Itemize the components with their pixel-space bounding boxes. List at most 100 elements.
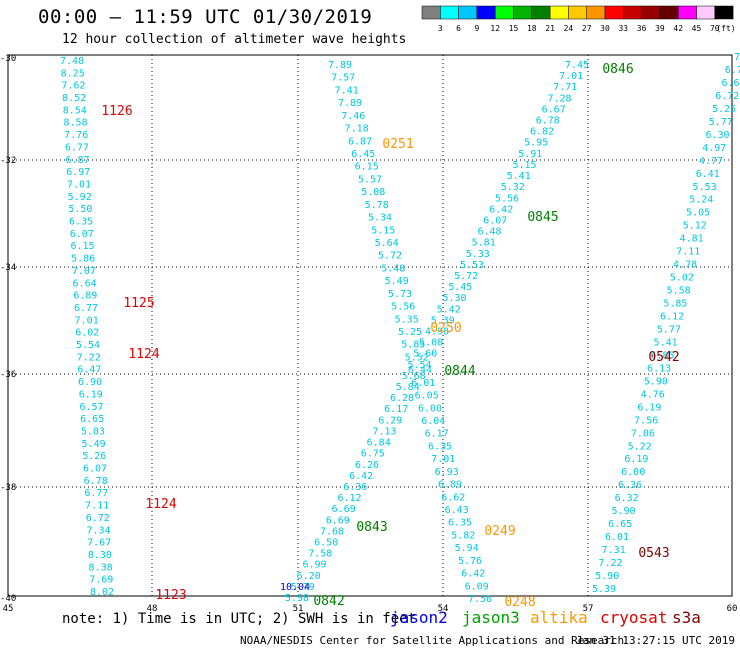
pass-time-label: 1123 bbox=[155, 588, 186, 603]
colorbar-label: 15 bbox=[509, 24, 519, 33]
wave-height-value: 6.35 bbox=[448, 518, 472, 529]
wave-height-value: 5.57 bbox=[358, 174, 382, 185]
wave-height-value: 6.97 bbox=[66, 167, 90, 178]
pass-time-label: 0842 bbox=[313, 594, 344, 609]
wave-height-value: 6.01 bbox=[605, 532, 629, 543]
wave-height-value: 7.01 bbox=[559, 71, 583, 82]
wave-height-value: 5.81 bbox=[472, 238, 496, 249]
wave-height-value: 5.94 bbox=[455, 543, 479, 554]
wave-height-value: 6.19 bbox=[79, 389, 103, 400]
lat-label: -34 bbox=[0, 263, 16, 273]
wave-height-value: 5.34 bbox=[368, 213, 392, 224]
wave-height-value: 6.42 bbox=[349, 471, 373, 482]
colorbar-swatch bbox=[623, 5, 642, 20]
wave-height-value: 5.79 bbox=[291, 582, 315, 593]
colorbar-label: 36 bbox=[637, 24, 647, 33]
wave-height-value: 6.32 bbox=[615, 493, 639, 504]
lat-label: -30 bbox=[0, 54, 16, 64]
wave-height-value: 6.20 bbox=[297, 571, 321, 582]
wave-height-value: 5.15 bbox=[512, 160, 536, 171]
wave-height-value: 7.18 bbox=[345, 124, 369, 135]
wave-height-value: 6.36 bbox=[343, 482, 367, 493]
colorbar-label: 3 bbox=[438, 24, 443, 33]
wave-height-value: 5.48 bbox=[381, 263, 405, 274]
generated-timestamp: Jan 31 13:27:15 UTC 2019 bbox=[576, 634, 735, 647]
wave-height-value: 5.12 bbox=[683, 221, 707, 232]
wave-height-value: 5.77 bbox=[709, 117, 733, 128]
pass-time-label: 1125 bbox=[123, 296, 154, 311]
wave-height-value: 6.90 bbox=[78, 377, 102, 388]
wave-height-value: 6.50 bbox=[314, 538, 338, 549]
colorbar-label: 33 bbox=[618, 24, 628, 33]
wave-height-value: 6.07 bbox=[83, 464, 107, 475]
wave-height-value: 6.89 bbox=[73, 291, 97, 302]
wave-height-value: 6.87 bbox=[348, 136, 372, 147]
wave-height-value: 6.7 bbox=[725, 65, 740, 76]
wave-height-value: 5.53 bbox=[460, 260, 484, 271]
wave-height-value: 7.62 bbox=[61, 81, 85, 92]
pass-time-label: 0846 bbox=[602, 62, 633, 77]
wave-height-value: 5.56 bbox=[495, 193, 519, 204]
wave-height-value: 7.41 bbox=[335, 85, 359, 96]
wave-height-value: 7.01 bbox=[75, 315, 99, 326]
wave-height-value: 5.92 bbox=[68, 192, 92, 203]
wave-height-value: 7.07 bbox=[72, 266, 96, 277]
wave-height-value: 7.11 bbox=[85, 501, 109, 512]
colorbar-label: 9 bbox=[474, 24, 479, 33]
wave-height-value: 5.73 bbox=[388, 289, 412, 300]
colorbar-swatch bbox=[677, 5, 697, 20]
pass-time-label: 0249 bbox=[484, 524, 515, 539]
colorbar-label: 45 bbox=[692, 24, 702, 33]
wave-height-value: 5.64 bbox=[375, 238, 399, 249]
wave-height-value: 7 bbox=[734, 52, 740, 63]
wave-height-value: 6.15 bbox=[355, 162, 379, 173]
wave-height-value: 6.09 bbox=[465, 581, 489, 592]
wave-height-value: 6.42 bbox=[489, 204, 513, 215]
wave-height-value: 5.77 bbox=[657, 325, 681, 336]
pass-time-label: 0250 bbox=[430, 321, 461, 336]
colorbar-label: 6 bbox=[456, 24, 461, 33]
wave-height-value: 7.56 bbox=[634, 415, 658, 426]
wave-height-value: 6.13 bbox=[647, 363, 671, 374]
colorbar-label: 39 bbox=[655, 24, 665, 33]
wave-height-value: 5.42 bbox=[437, 304, 461, 315]
wave-height-value: 6.99 bbox=[302, 560, 326, 571]
satellite-legend-jason2: jason2 bbox=[390, 608, 448, 627]
wave-height-value: 5.53 bbox=[693, 182, 717, 193]
wave-height-value: 6.41 bbox=[696, 169, 720, 180]
wave-height-value: 5.05 bbox=[686, 208, 710, 219]
wave-height-value: 5.49 bbox=[82, 439, 106, 450]
wave-height-value: 5.90 bbox=[611, 506, 635, 517]
wave-height-value: 5.82 bbox=[451, 530, 475, 541]
wave-height-value: 5.39 bbox=[431, 315, 455, 326]
wave-height-value: 5.03 bbox=[81, 427, 105, 438]
wave-height-value: 5.22 bbox=[628, 441, 652, 452]
colorbar-label: 24 bbox=[564, 24, 574, 33]
pass-time-label: 0543 bbox=[638, 546, 669, 561]
pass-time-label: 0843 bbox=[356, 520, 387, 535]
wave-height-value: 7.22 bbox=[77, 352, 101, 363]
wave-height-value: 7.76 bbox=[64, 130, 88, 141]
wave-height-value: 6.82 bbox=[530, 127, 554, 138]
wave-height-value: 6.57 bbox=[79, 402, 103, 413]
wave-height-value: 5.54 bbox=[407, 360, 431, 371]
wave-height-value: 4.77 bbox=[699, 156, 723, 167]
wave-height-value: 5.68 bbox=[402, 371, 426, 382]
wave-height-value: 5.41 bbox=[507, 171, 531, 182]
wave-height-value: 5.85 bbox=[650, 350, 674, 361]
wave-height-value: 6.78 bbox=[536, 116, 560, 127]
wave-height-value: 7.58 bbox=[308, 549, 332, 560]
wave-height-value: 4.97 bbox=[702, 143, 726, 154]
wave-height-value: 7.67 bbox=[87, 538, 111, 549]
lat-label: -32 bbox=[0, 156, 16, 166]
wave-height-value: 5.15 bbox=[371, 225, 395, 236]
wave-height-value: 8.38 bbox=[89, 562, 113, 573]
wave-height-value: 6.07 bbox=[483, 216, 507, 227]
wave-height-value: 5.72 bbox=[454, 271, 478, 282]
lon-label: 54 bbox=[438, 604, 449, 614]
lat-label: -38 bbox=[0, 483, 16, 493]
wave-height-value: 6.29 bbox=[378, 415, 402, 426]
colorbar-label: 12 bbox=[490, 24, 500, 33]
wave-height-value: 7.69 bbox=[89, 575, 113, 586]
